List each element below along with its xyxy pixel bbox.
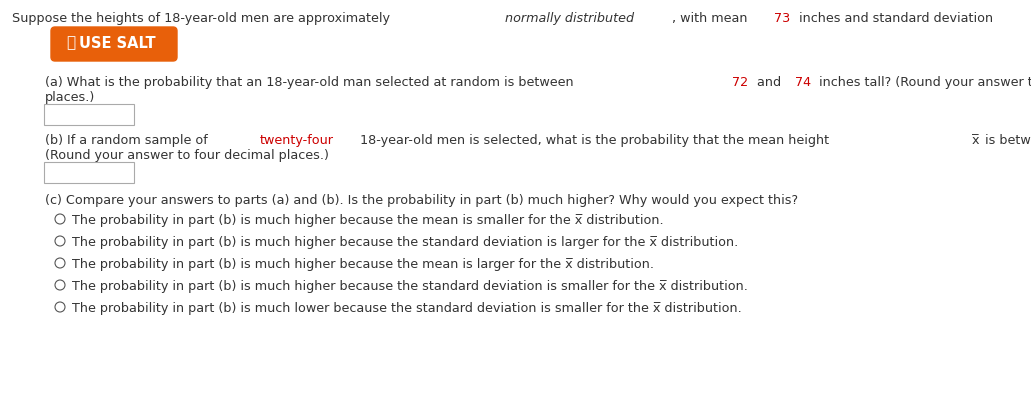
Text: 18-year-old men is selected, what is the probability that the mean height: 18-year-old men is selected, what is the… <box>356 134 833 147</box>
Text: Suppose the heights of 18-year-old men are approximately: Suppose the heights of 18-year-old men a… <box>12 12 394 25</box>
Text: twenty-four: twenty-four <box>260 134 334 147</box>
Text: 72: 72 <box>732 76 749 89</box>
Text: 73: 73 <box>774 12 791 25</box>
Text: inches and standard deviation: inches and standard deviation <box>795 12 997 25</box>
Text: 74: 74 <box>795 76 810 89</box>
Text: , with mean: , with mean <box>671 12 751 25</box>
Text: is between: is between <box>980 134 1031 147</box>
Text: normally distributed: normally distributed <box>505 12 634 25</box>
Text: (b) If a random sample of: (b) If a random sample of <box>45 134 211 147</box>
Text: ⎚: ⎚ <box>66 36 75 51</box>
Text: inches tall? (Round your answer to four decimal: inches tall? (Round your answer to four … <box>816 76 1031 89</box>
Text: (c) Compare your answers to parts (a) and (b). Is the probability in part (b) mu: (c) Compare your answers to parts (a) an… <box>45 194 798 207</box>
Circle shape <box>55 214 65 224</box>
Text: The probability in part (b) is much higher because the mean is smaller for the x: The probability in part (b) is much high… <box>72 214 664 227</box>
Circle shape <box>55 280 65 290</box>
Text: The probability in part (b) is much higher because the standard deviation is sma: The probability in part (b) is much high… <box>72 280 747 293</box>
FancyBboxPatch shape <box>44 104 134 125</box>
Text: (a) What is the probability that an 18-year-old man selected at random is betwee: (a) What is the probability that an 18-y… <box>45 76 577 89</box>
Circle shape <box>55 302 65 312</box>
Text: and: and <box>753 76 786 89</box>
Text: The probability in part (b) is much higher because the mean is larger for the x̅: The probability in part (b) is much high… <box>72 258 654 271</box>
Circle shape <box>55 236 65 246</box>
Text: The probability in part (b) is much lower because the standard deviation is smal: The probability in part (b) is much lowe… <box>72 302 741 315</box>
Text: places.): places.) <box>45 91 95 104</box>
FancyBboxPatch shape <box>44 162 134 183</box>
Circle shape <box>55 258 65 268</box>
Text: x̅: x̅ <box>971 134 978 147</box>
Text: USE SALT: USE SALT <box>78 36 156 51</box>
Text: The probability in part (b) is much higher because the standard deviation is lar: The probability in part (b) is much high… <box>72 236 738 249</box>
FancyBboxPatch shape <box>51 27 177 61</box>
Text: (Round your answer to four decimal places.): (Round your answer to four decimal place… <box>45 149 329 162</box>
